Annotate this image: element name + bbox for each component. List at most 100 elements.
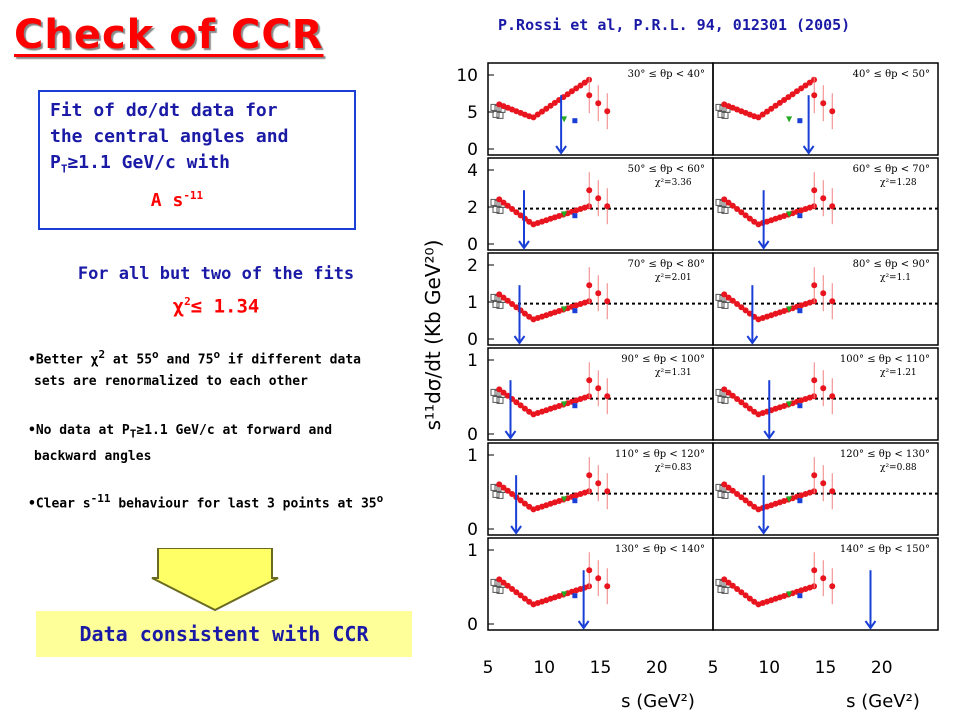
data-point-red (738, 494, 745, 501)
data-point-red (776, 99, 783, 106)
y-tick-label: 0 (467, 140, 478, 160)
panel-frame (712, 537, 939, 631)
y-tick-label: 2 (467, 256, 478, 276)
panel-chi2-label: χ²=1.28 (880, 178, 917, 188)
pt-threshold-arrow-head (802, 145, 815, 155)
data-point-red (764, 108, 770, 115)
data-point-red (742, 212, 749, 219)
data-point-red (820, 290, 827, 297)
panel-frame (712, 157, 939, 251)
data-point-green (786, 401, 793, 408)
data-point-red (811, 92, 818, 99)
data-point-red (573, 85, 580, 92)
data-point-red (721, 291, 728, 298)
data-point-red (513, 304, 520, 311)
data-point-red (781, 97, 788, 103)
panel-chi2-label: χ²=0.88 (880, 463, 917, 473)
data-point-red (539, 108, 545, 115)
data-point-red (738, 589, 745, 596)
data-point-red (806, 79, 813, 86)
panel-chi2-label: χ²=1.31 (655, 368, 692, 378)
data-point-blue (797, 403, 803, 409)
data-point-blue (572, 403, 578, 409)
data-point-blue (797, 308, 803, 314)
data-point-red (496, 481, 503, 488)
bullet-no-data: •No data at PT≥1.1 GeV/c at forward and … (28, 423, 333, 464)
data-point-square (490, 198, 498, 206)
x-tick-label: 5 (708, 658, 719, 678)
data-point-red (521, 595, 528, 602)
x-tick-label: 5 (483, 658, 494, 678)
pt-threshold-arrow-head (864, 620, 877, 630)
data-point-red (820, 195, 827, 202)
data-point-red (829, 203, 836, 210)
pt-threshold-arrow-head (757, 240, 770, 250)
chi2-value: χ2≤ 1.34 (172, 295, 260, 318)
data-point-red (500, 484, 507, 491)
data-point-red (504, 202, 511, 209)
data-point-red (738, 304, 745, 311)
data-point-red (517, 497, 524, 504)
data-point-red (604, 393, 611, 400)
data-point-red (725, 199, 732, 206)
data-point-square (490, 388, 498, 396)
data-point-red (509, 586, 516, 592)
data-point-red (789, 91, 796, 98)
panel-angle-label: 80° ≤ θp < 90° (853, 259, 930, 270)
x-tick-label: 10 (533, 658, 555, 678)
data-point-red (755, 114, 762, 121)
data-point-red (604, 488, 611, 495)
data-point-red (530, 114, 537, 121)
bullet-better-chi2: •Better χ2 at 55o and 75o if different d… (28, 348, 361, 390)
data-point-blue (797, 498, 803, 504)
x-tick-label: 10 (758, 658, 780, 678)
data-point-red (500, 389, 507, 396)
data-point-red (829, 393, 836, 400)
panel-angle-label: 110° ≤ θp < 120° (615, 449, 705, 460)
y-tick-label: 1 (467, 351, 478, 371)
data-point-red (504, 487, 511, 494)
data-point-red (504, 297, 511, 304)
data-point-red (496, 386, 503, 393)
data-point-green (561, 401, 568, 408)
data-point-red (521, 500, 528, 507)
fit-line-1: Fit of dσ/dt data for (50, 100, 278, 121)
data-point-red (746, 500, 753, 507)
data-point-red (500, 294, 507, 301)
fit-description-box: Fit of dσ/dt data for the central angles… (38, 90, 356, 230)
data-point-red (586, 472, 593, 479)
data-point-square (715, 578, 723, 586)
data-point-red (725, 389, 732, 396)
data-point-red (604, 583, 611, 590)
data-point-red (496, 576, 503, 583)
fit-line-2: the central angles and (50, 126, 289, 147)
data-point-red (811, 567, 818, 574)
data-point-square (715, 483, 723, 491)
data-point-red (500, 199, 507, 206)
data-point-red (829, 108, 836, 115)
data-point-red (547, 102, 554, 109)
down-arrow-icon (151, 548, 279, 612)
data-point-green (786, 496, 793, 503)
panel-frame (712, 347, 939, 441)
fit-line-3: PT≥1.1 GeV/c with (50, 152, 231, 176)
data-point-red (802, 82, 809, 89)
data-point-red (811, 187, 818, 194)
x-axis-label: s (GeV²) (846, 691, 920, 712)
y-tick-label: 10 (456, 66, 478, 86)
data-point-red (721, 481, 728, 488)
data-point-red (738, 399, 745, 406)
data-point-red (734, 491, 741, 497)
data-point-red (534, 111, 541, 118)
panel-angle-label: 100° ≤ θp < 110° (840, 354, 930, 365)
data-point-red (829, 488, 836, 495)
data-point-square (715, 103, 723, 111)
citation: P.Rossi et al, P.R.L. 94, 012301 (2005) (498, 16, 851, 34)
data-point-red (517, 402, 524, 409)
data-point-red (586, 92, 593, 99)
data-point-red (577, 82, 584, 89)
x-tick-label: 20 (871, 658, 893, 678)
slide-title: Check of CCR (14, 12, 324, 58)
data-point-green (561, 306, 568, 313)
